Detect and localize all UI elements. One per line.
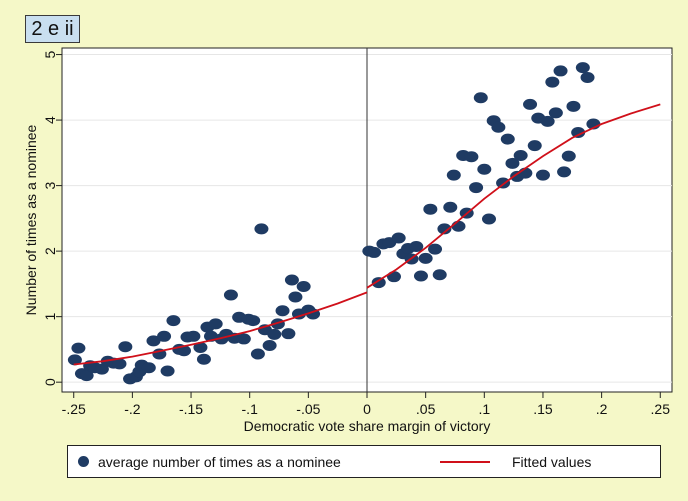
fitted-line [73,103,661,366]
data-point [527,140,542,152]
data-point [288,291,303,303]
x-ticks: -.25 -.2 -.15 -.1 -.05 0 .05 .1 .15 .2 .25 [62,392,671,417]
data-point [571,127,586,139]
data-point [177,345,191,357]
y-tick-label: 1 [42,313,58,321]
data-point [112,358,127,370]
data-point [246,315,261,327]
x-tick-label: .1 [478,401,490,417]
data-point [443,201,458,213]
data-point [157,330,172,342]
data-point [513,149,528,161]
data-point [223,289,238,301]
data-point [262,339,277,351]
data-point [267,328,282,340]
data-point [451,220,466,232]
x-axis-label: Democratic vote share margin of victory [244,418,491,434]
x-tick-label: .2 [596,401,608,417]
data-point [284,274,299,286]
data-point [575,62,590,74]
x-tick-label: 0 [363,401,371,417]
legend-scatter-label: average number of times as a nominee [98,453,341,470]
data-point [208,318,223,330]
data-point [146,335,161,347]
y-tick-label: 5 [42,50,58,58]
data-point [545,76,560,88]
y-tick-label: 2 [42,247,58,255]
data-point [413,270,428,282]
fitted-line-left [73,291,368,366]
data-point [464,151,479,163]
data-point [432,269,447,281]
x-tick-label: .15 [533,401,553,417]
x-tick-label: -.15 [179,401,203,417]
data-point [580,71,595,83]
data-point [254,223,269,235]
data-point [67,354,82,366]
data-point [141,362,156,374]
y-tick-label: 4 [42,116,58,124]
data-point [196,353,211,365]
x-tick-label: -.25 [62,401,86,417]
legend-item-line: Fitted values [440,446,591,477]
data-point [473,92,488,104]
data-point [500,133,515,145]
data-point [523,98,538,110]
legend-line-icon [440,460,490,463]
data-point [166,315,181,327]
data-point [557,166,572,178]
data-point [428,243,443,255]
data-point [236,333,251,345]
y-ticks: 0 1 2 3 4 5 [42,50,62,386]
data-point [423,203,438,215]
y-tick-label: 3 [42,181,58,189]
data-point [548,107,563,119]
data-point [367,246,382,258]
data-point [535,169,550,181]
data-point [296,281,311,293]
data-point [496,177,511,189]
data-point [250,348,265,360]
data-point [553,65,568,77]
data-point [160,365,175,377]
data-point [561,150,576,162]
legend-item-scatter: average number of times as a nominee [78,446,341,477]
x-tick-label: -.05 [296,401,320,417]
data-point [193,341,208,353]
y-axis-label: Number of times as a nominee [23,124,39,315]
x-tick-label: .25 [651,401,671,417]
legend-line-label: Fitted values [512,453,592,470]
data-point [446,169,461,181]
data-point [386,271,401,283]
data-point [281,328,296,340]
legend: average number of times as a nominee Fit… [67,445,661,478]
x-tick-label: -.2 [124,401,141,417]
data-point [477,163,492,175]
data-point [71,342,86,354]
data-point [540,115,555,127]
fitted-line-right [366,103,661,289]
data-point [186,330,201,342]
data-point [371,277,386,289]
x-tick-label: -.1 [242,401,259,417]
data-points [67,62,601,385]
data-point [275,305,290,317]
data-point [469,182,484,194]
panel-tag: 2 e ii [25,15,80,43]
data-point [566,100,581,112]
data-point [437,223,452,235]
data-point [391,232,406,244]
data-point [79,370,94,382]
data-point [505,157,520,169]
data-point [491,121,506,133]
y-tick-label: 0 [42,378,58,386]
data-point [409,241,424,253]
legend-dot-icon [78,456,89,467]
data-point [418,252,433,264]
data-point [482,213,496,225]
x-tick-label: .05 [416,401,436,417]
data-point [118,341,133,353]
